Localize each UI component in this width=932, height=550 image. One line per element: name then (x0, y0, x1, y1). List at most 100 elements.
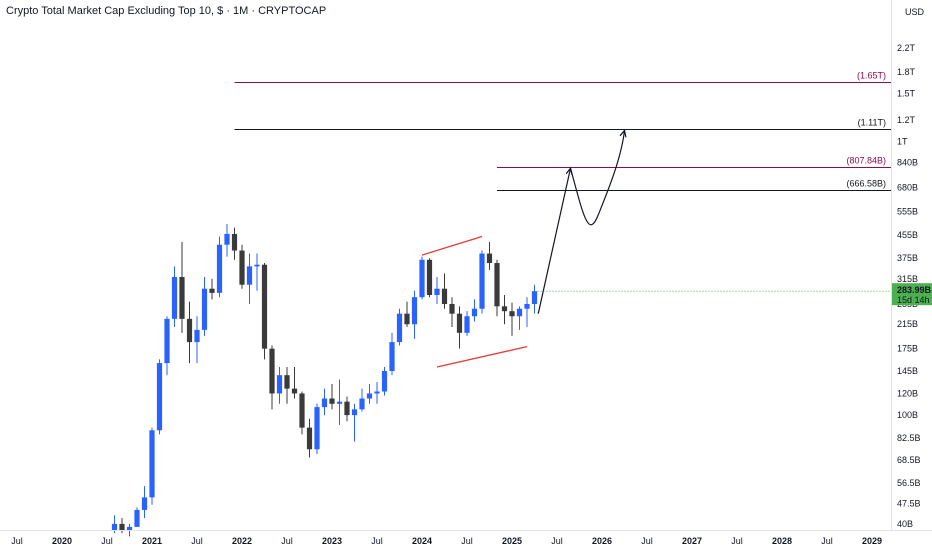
candle-body (284, 375, 290, 389)
price-tick-label: 840B (897, 157, 918, 167)
price-tick-label: 1.8T (897, 67, 916, 77)
candle-body (441, 288, 448, 304)
candles (111, 224, 538, 537)
candle-body (486, 253, 493, 264)
time-tick-label: 2028 (772, 536, 792, 546)
time-tick-label: Jul (731, 536, 743, 546)
candle-body (314, 407, 320, 450)
candle-body (119, 523, 125, 530)
price-tick-label: 375B (897, 253, 918, 263)
triangle-upper-line[interactable] (421, 235, 483, 256)
candle-body (291, 388, 298, 394)
candle-body (456, 313, 463, 333)
price-tick-label: 680B (897, 183, 918, 193)
candle-body (299, 393, 305, 428)
time-tick-label: 2024 (412, 536, 432, 546)
time-tick-label: 2027 (682, 536, 702, 546)
candle-body (194, 329, 200, 343)
projection-arrow[interactable] (537, 129, 627, 314)
time-tick-label: 2023 (322, 536, 342, 546)
time-tick-label: Jul (551, 536, 563, 546)
candle-body (419, 259, 425, 298)
candle-body (531, 291, 538, 304)
price-tick-label: 100B (897, 410, 918, 420)
time-tick-label: 2025 (502, 536, 522, 546)
candle-body (201, 288, 208, 330)
candle-body (171, 277, 178, 319)
target-807b-label: (807.84B) (846, 156, 886, 166)
triangle-lower-line[interactable] (436, 346, 528, 368)
time-tick-label: Jul (101, 536, 113, 546)
candle-body (224, 233, 230, 245)
candle-body (471, 308, 478, 317)
chart-title: Crypto Total Market Cap Excluding Top 10… (6, 5, 327, 17)
candle-body (359, 398, 365, 410)
price-tick-label: 56.5B (897, 478, 921, 488)
candle-body (449, 303, 455, 314)
candle-body (396, 313, 403, 343)
horizontal-levels[interactable]: (1.65T) (1.11T) (807.84B) (666.58B) (234, 71, 892, 191)
time-tick-label: 2021 (142, 536, 162, 546)
current-price-box (892, 283, 932, 306)
candle-body (524, 303, 530, 309)
candle-body (269, 348, 275, 394)
candle-body (434, 288, 440, 296)
candle-body (381, 371, 388, 392)
candle-body (426, 259, 433, 296)
candle-body (404, 313, 410, 325)
current-price-countdown: 15d 14h (897, 295, 930, 305)
price-tick-label: 145B (897, 366, 918, 376)
price-tick-label: 1T (897, 137, 908, 147)
time-tick-label: Jul (461, 536, 473, 546)
time-tick-label: 2022 (232, 536, 252, 546)
candle-body (246, 266, 253, 285)
candle-body (329, 398, 335, 404)
candle-body (186, 318, 193, 343)
candle-body (209, 288, 215, 293)
candle-body (141, 497, 148, 510)
candle-body (501, 306, 508, 312)
target-666b-label: (666.58B) (846, 179, 886, 189)
time-axis[interactable]: Jul 2020 Jul 2021 Jul 2022 Jul 2023 Jul 2024 Jul 20… (11, 536, 882, 546)
time-tick-label: Jul (821, 536, 833, 546)
candle-body (126, 526, 133, 530)
time-tick-label: Jul (371, 536, 383, 546)
projection-arrowhead-mid (565, 166, 573, 176)
candle-body (374, 391, 380, 394)
price-axis[interactable]: 2.2T 1.8T 1.5T 1.2T 1T 840B 680B 555B 455B 375B 31… (897, 43, 921, 529)
candle-body (389, 342, 395, 372)
triangle-pattern[interactable] (421, 235, 528, 368)
candle-body (231, 233, 238, 251)
candle-body (494, 263, 500, 307)
candle-body (216, 244, 223, 293)
time-tick-label: Jul (641, 536, 653, 546)
projection-path[interactable] (537, 130, 626, 314)
candle-body (411, 297, 418, 325)
candle-body (276, 375, 283, 394)
price-tick-label: 1.2T (897, 115, 916, 125)
candle-body (464, 316, 470, 333)
candle-body (111, 523, 118, 530)
candle-body (254, 264, 260, 267)
candle-body (164, 318, 170, 364)
current-price-value: 283.99B (897, 285, 932, 295)
candle-body (479, 253, 485, 309)
price-tick-label: 47.5B (897, 499, 921, 509)
time-tick-label: 2020 (52, 536, 72, 546)
candle-body (366, 393, 373, 399)
time-tick-label: 2026 (592, 536, 612, 546)
candle-body (351, 409, 358, 416)
price-tick-label: 82.5B (897, 433, 921, 443)
time-tick-label: Jul (281, 536, 293, 546)
price-tick-label: 175B (897, 344, 918, 354)
price-tick-label: 315B (897, 274, 918, 284)
time-tick-label: Jul (11, 536, 23, 546)
candle-body (261, 264, 268, 349)
target-1-11t-label: (1.11T) (858, 118, 886, 128)
currency-label[interactable]: USD (905, 7, 925, 17)
time-tick-label: 2029 (862, 536, 882, 546)
candle-body (516, 308, 523, 317)
